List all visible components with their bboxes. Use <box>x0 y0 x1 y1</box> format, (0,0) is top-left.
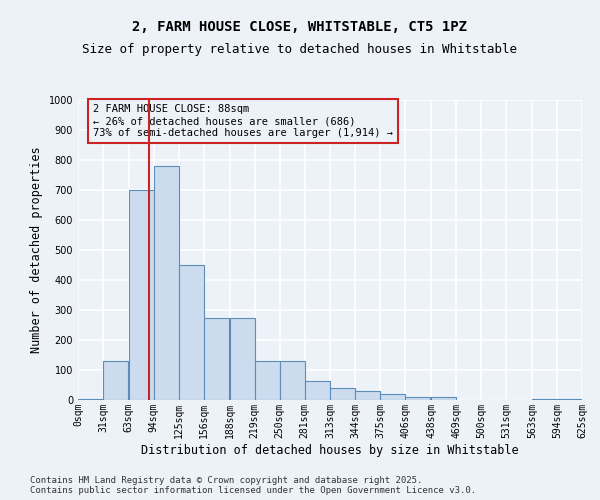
Bar <box>331 388 355 400</box>
Bar <box>129 190 154 400</box>
Bar <box>154 166 179 400</box>
Bar <box>204 318 229 400</box>
Bar <box>103 361 128 400</box>
Text: 2 FARM HOUSE CLOSE: 88sqm
← 26% of detached houses are smaller (686)
73% of semi: 2 FARM HOUSE CLOSE: 88sqm ← 26% of detac… <box>93 104 393 138</box>
Text: Size of property relative to detached houses in Whitstable: Size of property relative to detached ho… <box>83 42 517 56</box>
Bar <box>230 318 254 400</box>
Bar <box>179 265 204 400</box>
Bar <box>380 394 406 400</box>
Bar <box>431 397 456 400</box>
Bar <box>355 391 380 400</box>
X-axis label: Distribution of detached houses by size in Whitstable: Distribution of detached houses by size … <box>141 444 519 456</box>
Text: Contains HM Land Registry data © Crown copyright and database right 2025.
Contai: Contains HM Land Registry data © Crown c… <box>30 476 476 495</box>
Bar <box>78 398 103 400</box>
Bar <box>406 397 430 400</box>
Bar <box>532 398 557 400</box>
Bar <box>254 361 280 400</box>
Bar <box>305 380 329 400</box>
Bar <box>557 398 582 400</box>
Text: 2, FARM HOUSE CLOSE, WHITSTABLE, CT5 1PZ: 2, FARM HOUSE CLOSE, WHITSTABLE, CT5 1PZ <box>133 20 467 34</box>
Bar <box>280 361 305 400</box>
Y-axis label: Number of detached properties: Number of detached properties <box>30 146 43 354</box>
